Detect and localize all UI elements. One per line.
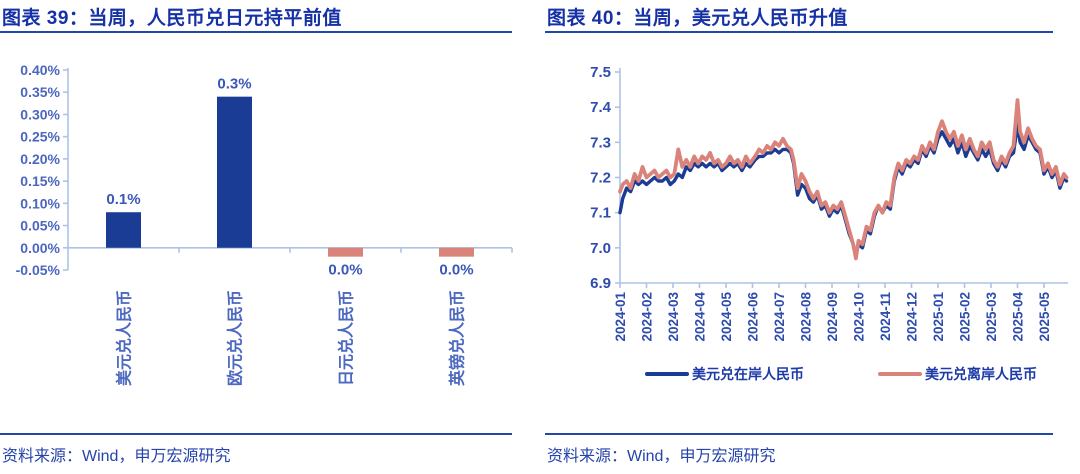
y-tick-label: 6.9 — [590, 275, 611, 292]
series-line-1 — [618, 98, 1069, 261]
x-tick-label: 2024-12 — [905, 292, 920, 342]
y-tick-label: 0.00% — [20, 240, 60, 256]
bar-value-label: 0.0% — [439, 262, 473, 279]
x-tick-label: 2025-04 — [1011, 292, 1026, 342]
category-label: 英镑兑人民币 — [448, 290, 467, 387]
x-tick-label: 2025-02 — [958, 292, 973, 342]
x-tick-label: 2025-01 — [931, 292, 946, 342]
y-tick-label: 0.30% — [20, 106, 60, 122]
x-tick-label: 2024-01 — [613, 292, 628, 342]
bar-chart: 0.40% 0.35% 0.30% 0.25% 0.20% 0.15% 0.10% 0.05%… — [16, 62, 513, 387]
bar-value-label: 0.1% — [106, 191, 140, 208]
y-tick-label: 7.4 — [590, 99, 612, 116]
legend-swatch-offshore-icon — [878, 372, 922, 376]
figure-40-bottom-rule — [545, 433, 1053, 435]
category-label: 日元兑人民币 — [337, 290, 356, 386]
y-tick-label: 0.05% — [20, 218, 60, 234]
x-tick-label: 2025-05 — [1037, 292, 1052, 342]
category-label: 美元兑人民币 — [115, 290, 134, 386]
figure-39-source: 资料来源：Wind，申万宏源研究 — [2, 448, 231, 465]
y-tick-label: -0.05% — [16, 262, 61, 278]
x-tick-label: 2024-06 — [746, 292, 761, 342]
bar-2 — [328, 247, 363, 257]
y-tick-label: 0.35% — [20, 84, 60, 100]
x-tick-label: 2024-10 — [852, 292, 867, 342]
legend-item-onshore: 美元兑在岸人民币 — [645, 364, 804, 384]
figure-39-bottom-rule — [0, 433, 512, 435]
y-tick-label: 0.40% — [20, 62, 60, 78]
x-tick-label: 2024-05 — [719, 292, 734, 342]
y-tick-label: 7.5 — [590, 64, 611, 81]
legend-swatch-onshore-icon — [645, 372, 689, 376]
y-tick-label: 0.20% — [20, 151, 60, 167]
x-tick-label: 2024-11 — [878, 292, 893, 341]
x-tick-label: 2024-03 — [666, 292, 681, 342]
figure-40-source: 资料来源：Wind，申万宏源研究 — [547, 448, 776, 465]
category-label: 欧元兑人民币 — [226, 290, 245, 386]
x-tick-label: 2024-07 — [772, 292, 787, 342]
bar-1 — [217, 96, 252, 248]
figure-39-title-rule — [0, 31, 512, 33]
x-tick-label: 2025-03 — [984, 292, 999, 342]
y-tick-label: 0.15% — [20, 173, 60, 189]
legend-label-offshore: 美元兑离岸人民币 — [925, 366, 1037, 382]
legend-label-onshore: 美元兑在岸人民币 — [692, 366, 804, 382]
series-line-0 — [618, 123, 1069, 257]
x-tick-label: 2024-04 — [693, 292, 708, 342]
bar-3 — [439, 247, 474, 257]
figure-39-title: 图表 39：当周，人民币兑日元持平前值 — [2, 8, 342, 29]
y-tick-label: 0.10% — [20, 195, 60, 211]
figure-40-title-rule — [545, 31, 1053, 33]
bar-value-label: 0.0% — [328, 262, 362, 279]
y-tick-label: 7.2 — [590, 170, 611, 187]
legend-item-offshore: 美元兑离岸人民币 — [878, 364, 1037, 384]
bar-0 — [106, 212, 141, 248]
figure-40-panel: 图表 40：当周，美元兑人民币升值 7.5 7.4 7.3 7.2 7.1 7.0 6.9 2… — [545, 0, 1069, 474]
figure-40-title: 图表 40：当周，美元兑人民币升值 — [547, 8, 848, 29]
y-tick-label: 7.1 — [590, 205, 611, 222]
y-tick-label: 7.0 — [590, 240, 611, 257]
x-tick-label: 2024-09 — [825, 292, 840, 342]
bar-value-label: 0.3% — [217, 76, 251, 93]
figure-39-panel: 图表 39：当周，人民币兑日元持平前值 0.40% 0.35% 0.30% 0.25%… — [0, 0, 513, 474]
legend: 美元兑在岸人民币 美元兑离岸人民币 — [615, 364, 1067, 384]
x-tick-label: 2024-02 — [640, 292, 655, 342]
y-tick-label: 7.3 — [590, 134, 611, 151]
y-tick-label: 0.25% — [20, 129, 60, 145]
x-tick-label: 2024-08 — [799, 292, 814, 342]
